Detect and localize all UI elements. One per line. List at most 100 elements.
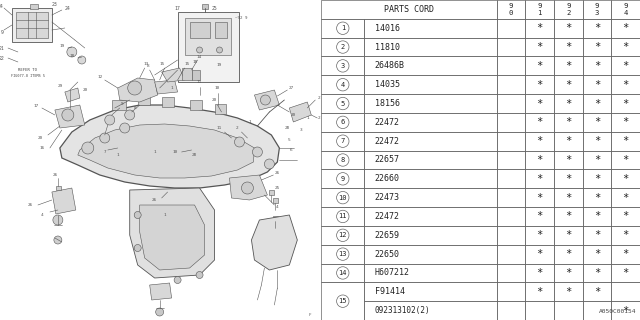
Text: 10: 10: [215, 86, 220, 90]
Bar: [611, 19, 640, 38]
Bar: [525, 56, 554, 75]
Text: *: *: [536, 61, 543, 71]
Polygon shape: [214, 22, 227, 38]
Text: *: *: [565, 23, 572, 33]
Text: 27: 27: [289, 86, 294, 90]
Bar: [525, 0, 554, 19]
Text: FIG077-8 ITEMS 5: FIG077-8 ITEMS 5: [11, 74, 45, 78]
Bar: [321, 282, 364, 320]
Bar: [554, 0, 582, 19]
Circle shape: [54, 236, 62, 244]
Bar: [611, 169, 640, 188]
Text: 8: 8: [133, 106, 136, 110]
Text: *: *: [536, 268, 543, 278]
Circle shape: [196, 271, 203, 278]
Text: *: *: [623, 155, 628, 165]
Bar: [364, 226, 497, 245]
Text: 24: 24: [0, 4, 4, 9]
Text: 19: 19: [60, 44, 65, 48]
Bar: [364, 151, 497, 169]
Bar: [497, 94, 525, 113]
Bar: [364, 19, 497, 38]
Text: A050C00154: A050C00154: [599, 309, 637, 314]
Circle shape: [62, 109, 74, 121]
Text: *: *: [565, 99, 572, 108]
Bar: [321, 113, 364, 132]
Text: 28: 28: [285, 126, 290, 130]
Text: 1: 1: [163, 213, 166, 217]
Text: *: *: [623, 136, 628, 146]
Bar: [582, 169, 611, 188]
Bar: [364, 264, 497, 282]
Text: 1: 1: [306, 116, 308, 120]
Polygon shape: [65, 88, 80, 102]
Bar: [56, 186, 61, 190]
Text: *: *: [594, 80, 600, 90]
Text: 22472: 22472: [375, 118, 400, 127]
Bar: [582, 19, 611, 38]
Bar: [321, 245, 364, 264]
Circle shape: [78, 56, 86, 64]
Bar: [611, 151, 640, 169]
Bar: [582, 94, 611, 113]
Bar: [364, 75, 497, 94]
Bar: [554, 169, 582, 188]
Text: *: *: [565, 174, 572, 184]
Bar: [497, 38, 525, 56]
Text: 9: 9: [120, 102, 123, 106]
Text: *: *: [536, 249, 543, 259]
Bar: [525, 207, 554, 226]
Text: *: *: [565, 249, 572, 259]
Text: 5: 5: [340, 100, 345, 107]
Bar: [525, 282, 554, 301]
Bar: [611, 132, 640, 151]
Text: 22659: 22659: [375, 231, 400, 240]
Polygon shape: [16, 12, 48, 38]
Bar: [611, 113, 640, 132]
Text: *: *: [536, 23, 543, 33]
Bar: [525, 94, 554, 113]
Text: 11: 11: [217, 126, 222, 130]
Text: 26: 26: [28, 203, 33, 207]
Text: *: *: [594, 212, 600, 221]
Bar: [364, 245, 497, 264]
Bar: [497, 132, 525, 151]
Text: 4: 4: [276, 205, 278, 209]
Bar: [364, 113, 497, 132]
Bar: [611, 38, 640, 56]
Text: *: *: [536, 80, 543, 90]
Bar: [611, 0, 640, 19]
Text: *: *: [536, 212, 543, 221]
Bar: [497, 245, 525, 264]
Polygon shape: [55, 105, 85, 128]
Bar: [269, 190, 275, 195]
Circle shape: [105, 115, 115, 125]
Bar: [611, 226, 640, 245]
Text: 6: 6: [340, 119, 345, 125]
Text: 28: 28: [192, 153, 197, 157]
Bar: [497, 151, 525, 169]
Circle shape: [156, 308, 164, 316]
Text: H607212: H607212: [375, 268, 410, 277]
Polygon shape: [150, 283, 172, 300]
Text: 8: 8: [147, 64, 149, 68]
Text: *: *: [536, 230, 543, 240]
Text: 11810: 11810: [375, 43, 400, 52]
Polygon shape: [230, 175, 268, 200]
Text: *: *: [594, 23, 600, 33]
Text: *: *: [594, 174, 600, 184]
Bar: [525, 113, 554, 132]
Text: 9: 9: [340, 176, 345, 182]
Bar: [182, 68, 191, 80]
Text: *: *: [623, 174, 628, 184]
Text: 9
1: 9 1: [538, 3, 542, 16]
Text: *: *: [565, 268, 572, 278]
Bar: [497, 226, 525, 245]
Bar: [554, 94, 582, 113]
Text: *: *: [565, 155, 572, 165]
Text: 22473: 22473: [375, 193, 400, 202]
Text: 15: 15: [339, 298, 347, 304]
Text: *: *: [594, 155, 600, 165]
Polygon shape: [12, 8, 52, 42]
Polygon shape: [289, 102, 311, 122]
